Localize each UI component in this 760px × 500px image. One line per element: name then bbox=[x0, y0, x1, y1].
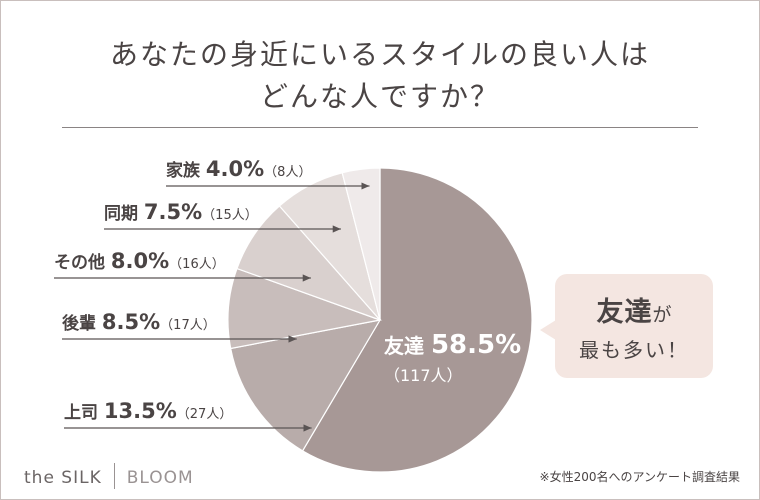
pie-slice-1 bbox=[229, 319, 382, 452]
chart-title-line2: どんな人ですか？ bbox=[259, 80, 500, 113]
title-divider bbox=[62, 127, 698, 128]
slice-label-1: 上司 13.5%（27人） bbox=[64, 399, 312, 432]
slice-label-3: その他 8.0%（16人） bbox=[54, 249, 311, 282]
pie-slice-0 bbox=[301, 167, 533, 473]
callout-tail bbox=[540, 320, 556, 340]
brand-logo: the SILK BLOOM bbox=[24, 463, 194, 491]
svg-text:後輩 8.5%（17人）: 後輩 8.5%（17人） bbox=[62, 310, 216, 334]
svg-text:友達 58.5%: 友達 58.5% bbox=[384, 330, 521, 360]
callout-particle: が bbox=[652, 304, 672, 326]
slice-label-0: 友達 58.5% （117人） bbox=[384, 330, 521, 385]
callout-line2: 最も多い！ bbox=[579, 338, 689, 362]
survey-note: ※女性200名へのアンケート調査結果 bbox=[539, 470, 740, 484]
brand-name-left: the SILK bbox=[24, 468, 102, 488]
svg-text:上司 13.5%（27人）: 上司 13.5%（27人） bbox=[64, 399, 232, 423]
callout-bubble: 友達が 最も多い！ bbox=[555, 274, 713, 378]
slice-label-5: 家族 4.0%（8人） bbox=[166, 157, 370, 190]
svg-text:（117人）: （117人） bbox=[384, 366, 463, 385]
callout-highlight: 友達 bbox=[596, 297, 653, 328]
chart-title: あなたの身近にいるスタイルの良い人は どんな人ですか？ bbox=[0, 34, 760, 118]
brand-separator bbox=[113, 463, 115, 489]
callout-line1: 友達が bbox=[555, 290, 713, 329]
svg-text:その他 8.0%（16人）: その他 8.0%（16人） bbox=[54, 249, 225, 273]
slice-label-2: 後輩 8.5%（17人） bbox=[62, 310, 297, 343]
slice-label-4: 同期 7.5%（15人） bbox=[104, 200, 341, 233]
chart-title-line1: あなたの身近にいるスタイルの良い人は bbox=[109, 38, 650, 71]
brand-name-right: BLOOM bbox=[126, 468, 194, 488]
svg-text:家族 4.0%（8人）: 家族 4.0%（8人） bbox=[166, 157, 311, 181]
pie-slice-5 bbox=[341, 167, 381, 321]
svg-text:同期 7.5%（15人）: 同期 7.5%（15人） bbox=[104, 200, 258, 224]
